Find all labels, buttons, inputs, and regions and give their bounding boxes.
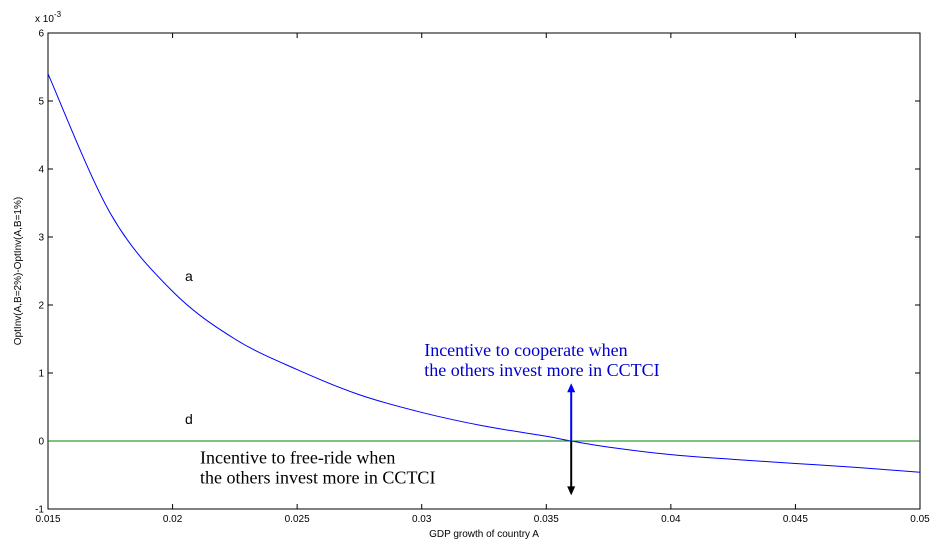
y-axis-label: OptInv(A,B=2%)-OptInv(A,B=1%) — [13, 197, 24, 345]
y-tick-label: 5 — [38, 97, 44, 108]
y-tick-label: 0 — [38, 437, 44, 448]
series-line-0 — [47, 73, 921, 473]
x-tick-label: 0.035 — [534, 514, 559, 525]
y-tick-label: 4 — [38, 165, 44, 176]
x-tick-label: 0.03 — [412, 514, 432, 525]
y-axis-ticks: -1 0 1 2 3 4 5 6 — [35, 29, 920, 516]
annotation-1-line-0: Incentive to free-ride when — [200, 447, 395, 467]
x-axis-label: GDP growth of country A — [429, 529, 539, 540]
x-tick-label: 0.05 — [910, 514, 930, 525]
y-tick-label: -1 — [35, 505, 44, 516]
curve-label-a: a — [185, 268, 193, 284]
x-tick-label: 0.025 — [285, 514, 310, 525]
annotation-1-line-1: the others invest more in CCTCI — [200, 467, 435, 487]
y-tick-label: 1 — [38, 369, 44, 380]
series-layer — [47, 73, 921, 473]
y-exponent-label: x 10-3 — [35, 10, 62, 25]
y-tick-label: 3 — [38, 233, 44, 244]
curve-label-d: d — [185, 411, 193, 427]
arrow-layer — [567, 383, 576, 496]
arrow-head-1 — [567, 486, 576, 496]
x-tick-label: 0.04 — [661, 514, 681, 525]
plot-area — [47, 32, 921, 510]
arrow-head-0 — [567, 383, 576, 393]
x-axis-ticks: 0.015 0.02 0.025 0.03 0.035 0.04 0.045 0.05 — [35, 33, 930, 525]
x-tick-label: 0.045 — [783, 514, 808, 525]
annotation-0-line-0: Incentive to cooperate when — [424, 340, 627, 360]
y-tick-label: 6 — [38, 29, 44, 40]
y-exponent-power: -3 — [54, 10, 62, 19]
x-tick-label: 0.015 — [35, 514, 60, 525]
y-tick-label: 2 — [38, 301, 44, 312]
x-tick-label: 0.02 — [163, 514, 183, 525]
annotation-0-line-1: the others invest more in CCTCI — [424, 360, 659, 380]
